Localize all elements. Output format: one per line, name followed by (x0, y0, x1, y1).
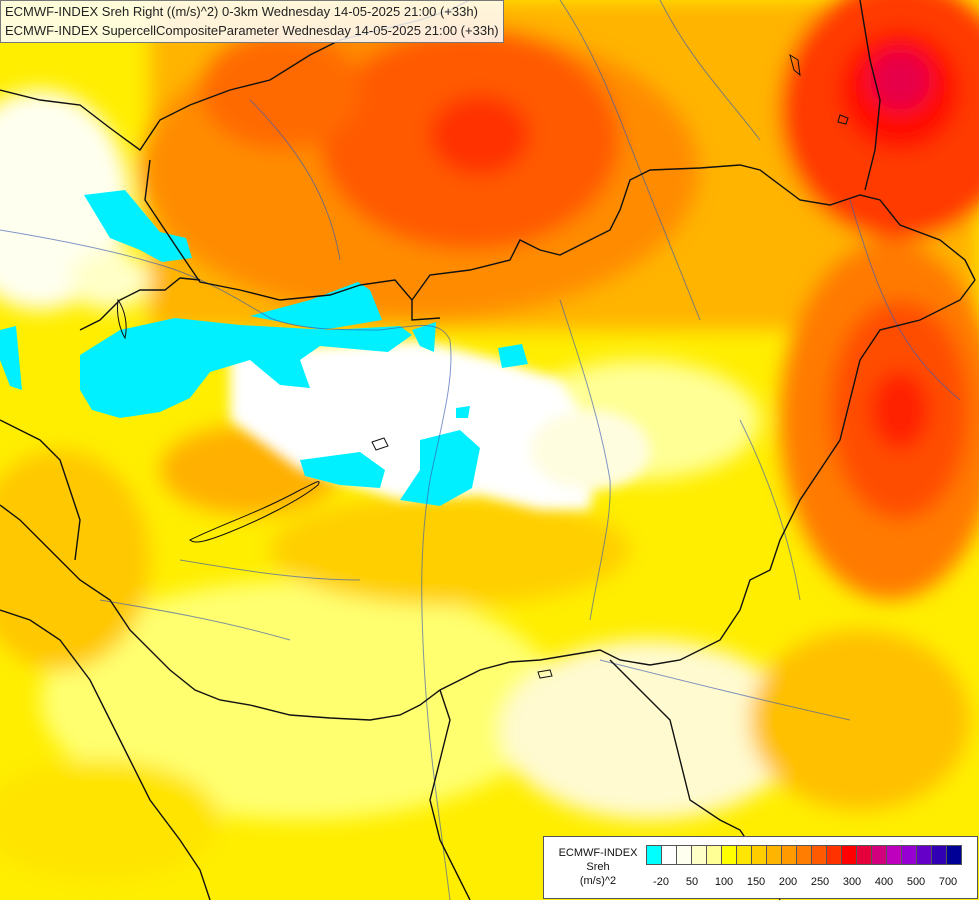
legend-title: ECMWF-INDEX Sreh (m/s)^2 (550, 846, 646, 888)
legend-swatch (826, 845, 842, 865)
legend-swatch (766, 845, 782, 865)
legend-tick-label: 100 (714, 876, 734, 888)
legend-tick-label: 200 (778, 876, 798, 888)
cyan-patches (0, 190, 528, 506)
legend-swatch (676, 845, 692, 865)
map-header: ECMWF-INDEX Sreh Right ((m/s)^2) 0-3km W… (0, 0, 504, 43)
legend-tick-label: -20 (653, 876, 669, 888)
legend-tick-label: 150 (746, 876, 766, 888)
legend-swatch (856, 845, 872, 865)
legend-tick-label: 300 (842, 876, 862, 888)
legend-swatch (706, 845, 722, 865)
legend-title-line-1: ECMWF-INDEX (558, 847, 638, 859)
legend-swatch (841, 845, 857, 865)
legend-tick-label: 700 (938, 876, 958, 888)
lakes (117, 53, 849, 679)
header-line-1: ECMWF-INDEX Sreh Right ((m/s)^2) 0-3km W… (5, 4, 478, 19)
legend-swatch (646, 845, 662, 865)
legend-swatch (661, 845, 677, 865)
header-line-2: ECMWF-INDEX SupercellCompositeParameter … (5, 23, 499, 38)
legend-swatch (916, 845, 932, 865)
legend-swatch (691, 845, 707, 865)
legend-title-line-2: Sreh (586, 861, 610, 873)
legend-title-line-3: (m/s)^2 (579, 875, 617, 887)
legend-swatch (796, 845, 812, 865)
legend-swatch (931, 845, 947, 865)
legend-color-bar (646, 845, 962, 865)
legend-tick-label: 500 (906, 876, 926, 888)
legend: ECMWF-INDEX Sreh (m/s)^2 -20 50 100 150 200 2… (543, 836, 978, 899)
legend-swatch (901, 845, 917, 865)
legend-tick-label: 50 (685, 876, 699, 888)
legend-tick-label: 250 (810, 876, 830, 888)
legend-swatch (886, 845, 902, 865)
legend-swatch (751, 845, 767, 865)
legend-swatch (781, 845, 797, 865)
legend-swatch (811, 845, 827, 865)
legend-tick-label: 400 (874, 876, 894, 888)
legend-swatch (736, 845, 752, 865)
legend-swatch (871, 845, 887, 865)
legend-swatch (721, 845, 737, 865)
legend-swatch (946, 845, 962, 865)
